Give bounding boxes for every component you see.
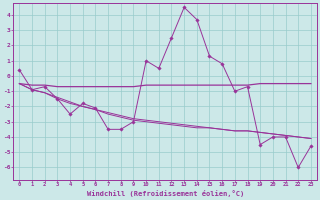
X-axis label: Windchill (Refroidissement éolien,°C): Windchill (Refroidissement éolien,°C) <box>86 190 244 197</box>
